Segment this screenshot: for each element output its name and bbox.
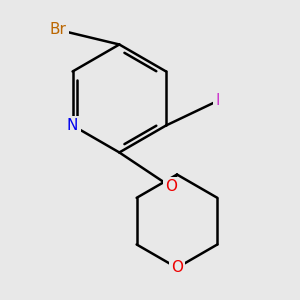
Text: O: O bbox=[165, 179, 177, 194]
Text: I: I bbox=[215, 93, 220, 108]
Text: O: O bbox=[171, 260, 183, 275]
Text: Br: Br bbox=[50, 22, 66, 37]
Text: N: N bbox=[67, 118, 78, 133]
